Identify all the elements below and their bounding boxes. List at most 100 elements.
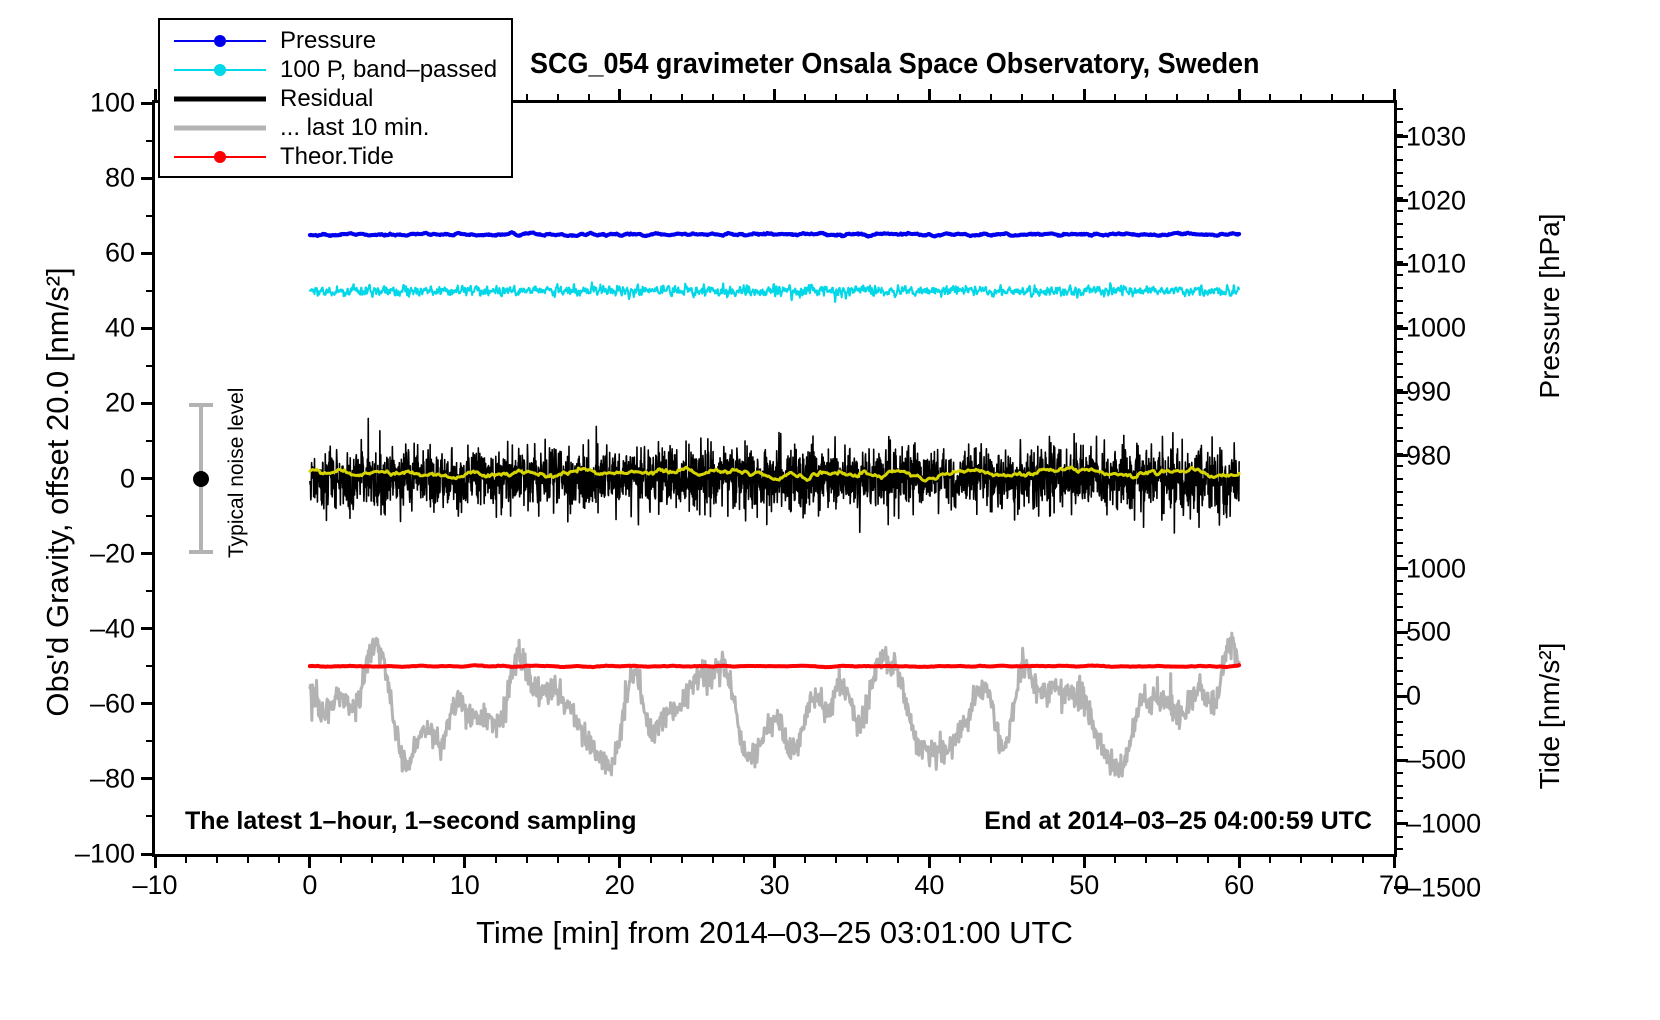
- y-tick-minor-right: [1394, 491, 1403, 494]
- x-tick-minor: [1269, 94, 1272, 103]
- noise-cap-bottom: [189, 549, 214, 554]
- x-tick-label: 0: [302, 870, 318, 900]
- x-tick-minor: [835, 854, 838, 863]
- pressure-tick-label: 1030: [1406, 121, 1467, 152]
- y-tick-minor-left: [146, 439, 155, 442]
- y-tick-minor-right: [1394, 273, 1403, 276]
- x-tick-label: 40: [914, 870, 945, 900]
- x-tick-minor: [401, 854, 404, 863]
- x-tick-minor: [1114, 94, 1117, 103]
- x-tick-minor: [215, 854, 218, 863]
- y-tick-minor-right: [1394, 605, 1403, 608]
- pressure-tick-label: 990: [1406, 376, 1452, 407]
- x-tick-minor: [804, 854, 807, 863]
- y-tick-minor-right: [1394, 733, 1403, 736]
- x-tick-minor: [649, 94, 652, 103]
- legend-marker-dot-icon: [214, 63, 226, 76]
- x-tick-label: 70: [1378, 870, 1410, 900]
- pressure-tick-label: 1020: [1406, 185, 1467, 216]
- y-tick-mark-left: [141, 852, 155, 856]
- y-tick-label-left: 40: [104, 312, 135, 343]
- y-tick-minor-left: [146, 665, 155, 668]
- x-tick-mark: [1237, 854, 1241, 868]
- x-tick-minor: [680, 854, 683, 863]
- x-tick-minor: [1362, 854, 1365, 863]
- y-tick-minor-right: [1394, 133, 1403, 136]
- y-tick-minor-right: [1394, 146, 1403, 149]
- legend: Pressure 100 P, band–passed Residual... la…: [158, 18, 513, 178]
- y-tick-minor-right: [1394, 312, 1403, 315]
- tide-tick-label: 0: [1406, 680, 1422, 711]
- legend-swatch: [174, 148, 266, 166]
- y-tick-minor-left: [146, 364, 155, 367]
- tide-tick-mark: [1394, 630, 1408, 634]
- x-tick-minor: [1176, 854, 1179, 863]
- y-tick-minor-right: [1394, 771, 1403, 774]
- y-tick-minor-left: [146, 139, 155, 142]
- legend-line: [174, 96, 266, 101]
- x-tick-minor: [587, 854, 590, 863]
- tide-tick-label: 1000: [1406, 553, 1467, 584]
- x-tick-mark: [1392, 854, 1396, 868]
- y-tick-minor-right: [1394, 656, 1403, 659]
- pressure-tick-label: 1000: [1406, 312, 1467, 343]
- pressure-tick-mark: [1394, 135, 1408, 139]
- x-tick-mark: [773, 89, 776, 103]
- x-tick-minor: [990, 94, 993, 103]
- x-tick-minor: [1176, 94, 1179, 103]
- legend-item[interactable]: Pressure: [160, 26, 511, 55]
- y-tick-label-left: 20: [104, 387, 135, 418]
- x-tick-mark: [1392, 89, 1396, 103]
- y-tick-label-left: –100: [74, 838, 135, 869]
- legend-item[interactable]: 100 P, band–passed: [160, 55, 511, 84]
- x-tick-minor: [525, 94, 528, 103]
- x-tick-mark: [618, 89, 622, 103]
- y-tick-minor-left: [146, 289, 155, 292]
- y-tick-minor-right: [1394, 580, 1403, 583]
- legend-item[interactable]: Theor.Tide: [160, 142, 511, 171]
- y-tick-minor-left: [146, 214, 155, 217]
- x-tick-minor: [1145, 854, 1148, 863]
- x-tick-minor: [835, 94, 838, 103]
- noise-level-label: Typical noise level: [225, 387, 249, 558]
- annotation-bottom-right: End at 2014–03–25 04:00:59 UTC: [984, 807, 1372, 835]
- y-tick-minor-right: [1394, 197, 1403, 200]
- y-tick-minor-right: [1394, 708, 1403, 711]
- y-tick-minor-right: [1394, 669, 1403, 672]
- y-tick-mark-left: [141, 477, 155, 480]
- tide-tick-label: –1500: [1406, 872, 1482, 903]
- legend-swatch: [174, 90, 266, 108]
- legend-item[interactable]: Residual: [160, 84, 511, 113]
- plot-area: Typical noise level The latest 1–hour, 1…: [141, 89, 1408, 890]
- legend-item[interactable]: ... last 10 min.: [160, 113, 511, 142]
- x-tick-mark: [153, 89, 157, 103]
- x-tick-mark: [927, 89, 931, 103]
- x-tick-minor: [587, 94, 590, 103]
- y-tick-minor-right: [1394, 644, 1403, 647]
- legend-swatch: [174, 119, 266, 137]
- x-tick-minor: [1331, 854, 1334, 863]
- x-tick-label: 20: [604, 870, 635, 900]
- x-tick-minor: [1300, 94, 1303, 103]
- y-axis-ticks-right: 1030 1020 1010 1000 990 980 1000 500 0 –500 –1000 –…: [1406, 0, 1546, 1020]
- y-tick-label-left: 60: [104, 237, 135, 268]
- y-tick-minor-right: [1394, 784, 1403, 787]
- y-tick-minor-right: [1394, 299, 1403, 302]
- y-tick-minor-right: [1394, 439, 1403, 442]
- x-tick-minor: [246, 854, 249, 863]
- noise-center-dot: [193, 470, 210, 487]
- legend-marker-dot-icon: [214, 34, 226, 47]
- tide-tick-mark: [1394, 886, 1408, 890]
- x-tick-minor: [277, 854, 280, 863]
- x-tick-minor: [339, 854, 342, 863]
- x-tick-minor: [897, 94, 900, 103]
- trace-residual_last10: [310, 633, 1239, 777]
- y-tick-minor-right: [1394, 235, 1403, 238]
- x-tick-minor: [1021, 854, 1024, 863]
- y-tick-mark-left: [141, 326, 155, 330]
- y-tick-minor-right: [1394, 542, 1403, 545]
- y-tick-mark-left: [141, 702, 155, 706]
- x-tick-minor: [742, 94, 745, 103]
- legend-label: 100 P, band–passed: [280, 55, 498, 83]
- y-tick-label-left: –60: [89, 688, 135, 719]
